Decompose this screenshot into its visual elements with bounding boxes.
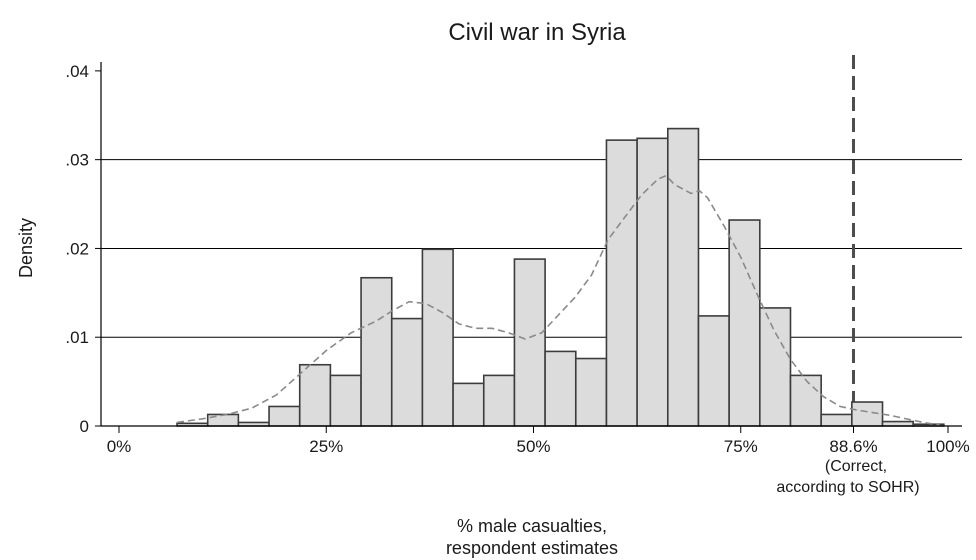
histogram-bar [206,413,240,427]
y-axis-label: Density [16,218,36,278]
x-axis-label-line-1: % male casualties, [457,516,607,536]
x-tick-label: 50% [516,437,550,456]
density-curve [176,174,940,426]
chart-title: Civil war in Syria [448,19,626,46]
reference-note-line-2: according to SOHR) [776,479,919,496]
histogram-bar [636,137,669,427]
histogram-bar [759,307,792,427]
x-axis-label-line-2: respondent estimates [446,538,618,558]
y-tick-label: .03 [65,151,89,170]
histogram-bar [482,374,516,427]
histogram-bar [789,374,822,427]
histogram-bar [421,248,454,427]
histogram-bar [544,350,577,427]
y-tick-label: .04 [65,62,89,81]
histogram-bar [390,317,424,427]
histogram-bar [329,374,362,427]
x-tick-label: 75% [724,437,758,456]
histogram-bars [176,127,945,427]
tick-labels: 0 .01 .02 .03 .04 0% 25% 50% 75% 88.6% 100% [65,62,969,456]
axes [95,62,962,433]
histogram-bar [666,127,700,427]
histogram-bar [881,420,914,427]
histogram-bar [574,357,608,427]
histogram-bar [728,219,761,427]
histogram-bar [605,139,638,427]
histogram-bar [298,363,332,427]
histogram-bar [268,405,301,427]
y-tick-label: .01 [65,328,89,347]
histogram-bar [452,382,485,427]
reference-note-line-1: (Correct, [825,458,887,475]
x-tick-label: 100% [926,437,969,456]
y-tick-label: 0 [80,417,89,436]
histogram-bar [360,276,393,427]
x-tick-label: 0% [107,437,132,456]
histogram-bar [697,315,730,427]
density-curve-group [176,174,940,426]
histogram-bar [513,258,546,427]
y-tick-label: .02 [65,239,89,258]
x-tick-label: 88.6% [829,437,877,456]
histogram-bar [820,413,853,427]
x-tick-label: 25% [309,437,343,456]
